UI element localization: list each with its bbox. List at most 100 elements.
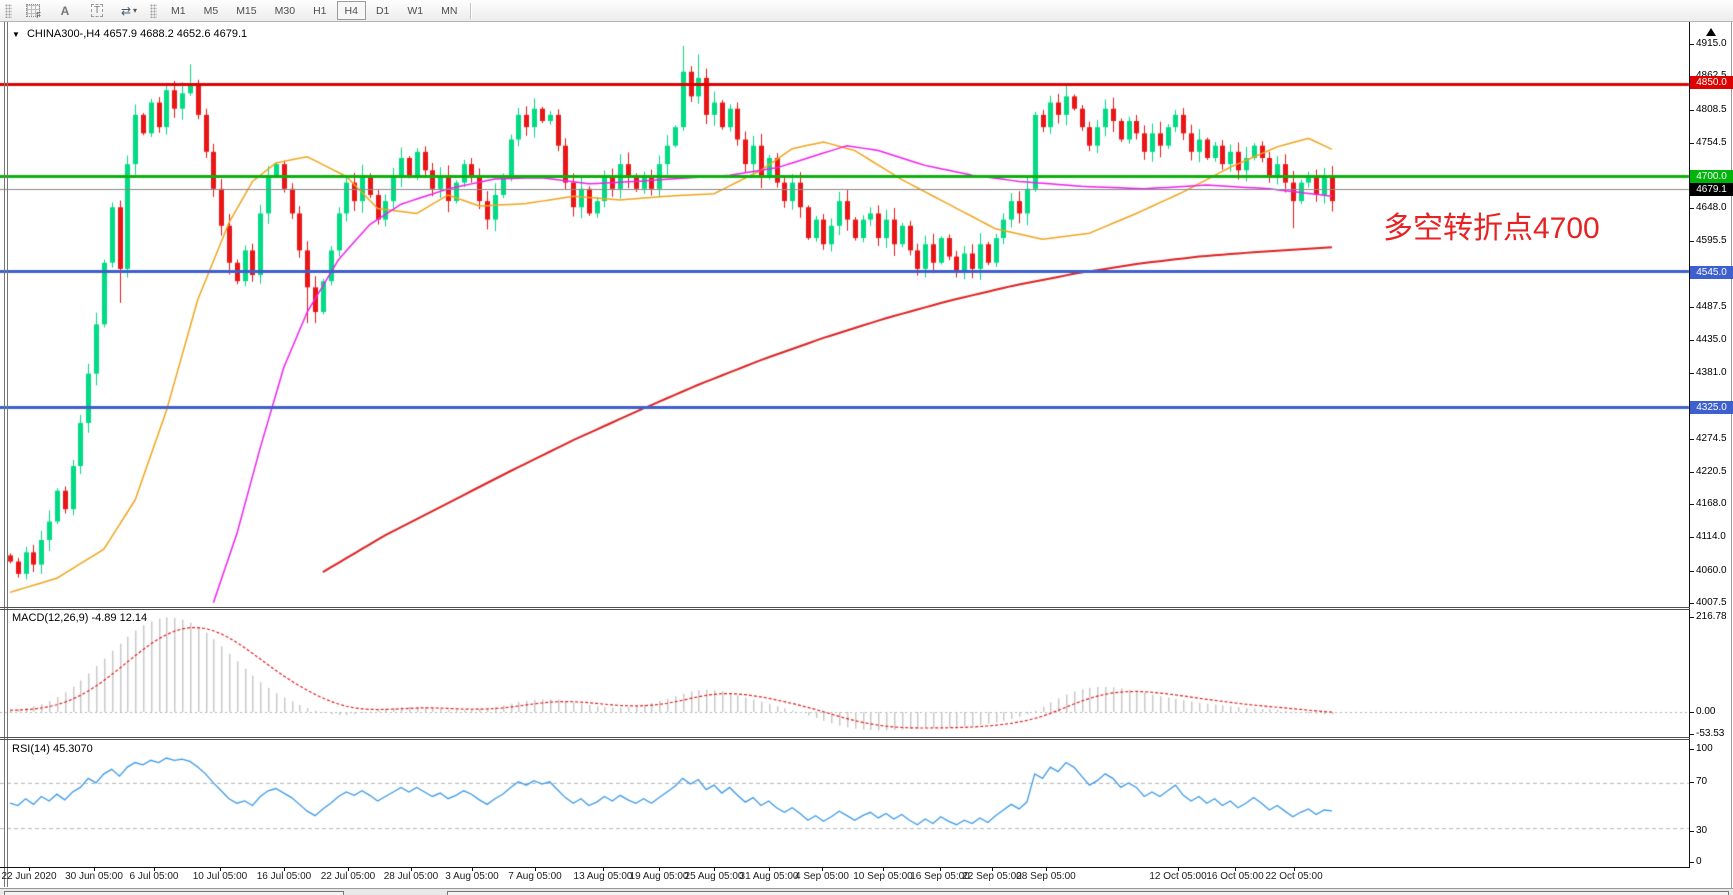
templates-grid-button[interactable]: F — [18, 1, 48, 21]
price-level-badge: 4679.1 — [1690, 182, 1733, 196]
axis-tick-mark — [1690, 537, 1694, 538]
axis-tick-mark — [1690, 373, 1694, 374]
axis-tick-label: 4114.0 — [1696, 531, 1726, 542]
main-macd-separator-bottom[interactable] — [0, 609, 1690, 610]
axis-tick-mark — [1690, 439, 1694, 440]
axis-tick-mark — [1690, 504, 1694, 505]
main-macd-separator-top[interactable] — [0, 607, 1690, 608]
rsi-indicator-label: RSI(14) 45.3070 — [12, 743, 93, 755]
date-tick-mark — [603, 868, 604, 871]
axis-tick-label: 4648.0 — [1696, 202, 1727, 213]
date-label: 30 Jun 05:00 — [65, 871, 123, 882]
time-axis-line — [0, 867, 1690, 868]
date-label: 4 Sep 05:00 — [795, 871, 849, 882]
axis-tick-mark — [1690, 617, 1694, 618]
date-tick-mark — [714, 868, 715, 871]
toolbar-grip-handle[interactable] — [5, 3, 12, 18]
axis-tick-label: 4435.0 — [1696, 334, 1727, 345]
date-tick-mark — [883, 868, 884, 871]
axis-tick-label: 0.00 — [1696, 706, 1716, 717]
date-label: 22 Sep 05:00 — [962, 871, 1022, 882]
date-label: 13 Aug 05:00 — [573, 871, 633, 882]
axis-tick-mark — [1690, 340, 1694, 341]
price-level-badge: 4850.0 — [1690, 75, 1733, 89]
timeframe-button-mn[interactable]: MN — [441, 4, 458, 17]
axis-tick-label: 30 — [1696, 825, 1708, 836]
date-tick-mark — [1294, 868, 1295, 871]
timeframe-button-m15[interactable]: M15 — [236, 4, 257, 17]
timeframe-button-w1[interactable]: W1 — [407, 4, 424, 17]
chart-left-border — [4, 22, 5, 887]
date-label: 10 Jul 05:00 — [192, 871, 248, 882]
date-tick-mark — [284, 868, 285, 871]
toolbar-separator — [470, 2, 473, 19]
chart-text-annotation[interactable]: 多空转折点4700 — [1383, 212, 1600, 245]
ohlc-values: 4657.9 4688.2 4652.6 4679.1 — [103, 28, 248, 40]
date-label: 3 Aug 05:00 — [445, 871, 499, 882]
axis-tick-label: 4595.5 — [1696, 235, 1727, 246]
date-tick-mark — [1235, 868, 1236, 871]
grid-icon: F — [26, 4, 41, 20]
date-tick-mark — [940, 868, 941, 871]
price-level-badge: 4545.0 — [1690, 265, 1733, 279]
bottom-tab-left[interactable] — [4, 891, 344, 895]
date-label: 25 Aug 05:00 — [684, 871, 744, 882]
date-tick-mark — [769, 868, 770, 871]
date-tick-mark — [154, 868, 155, 871]
axis-tick-label: 100 — [1696, 743, 1713, 754]
axis-tick-mark — [1690, 472, 1694, 473]
date-label: 6 Jul 05:00 — [129, 871, 179, 882]
axis-tick-mark — [1690, 208, 1694, 209]
date-tick-mark — [411, 868, 412, 871]
price-level-badge: 4325.0 — [1690, 400, 1733, 414]
chart-shift-icon[interactable] — [1706, 28, 1716, 36]
macd-rsi-separator-bottom[interactable] — [0, 739, 1690, 740]
price-level-badge: 4700.0 — [1690, 169, 1733, 183]
timeframe-button-d1[interactable]: D1 — [375, 4, 390, 17]
date-label: 16 Sep 05:00 — [910, 871, 970, 882]
bottom-tab-right[interactable] — [447, 891, 1729, 895]
timeframe-button-m30[interactable]: M30 — [274, 4, 296, 17]
toolbar-grip-handle-2[interactable] — [150, 3, 157, 18]
arrows-icon: ⇄ — [120, 3, 131, 18]
timeframe-button-h4[interactable]: H4 — [336, 1, 366, 20]
date-label: 28 Jul 05:00 — [383, 871, 439, 882]
cursor-tools-button[interactable]: ⇄ ▾ — [114, 1, 144, 21]
text-label-button[interactable]: T — [82, 1, 112, 21]
symbol-ohlc-line: ▼ CHINA300-,H4 4657.9 4688.2 4652.6 4679… — [12, 28, 247, 40]
symbol-label: CHINA300-,H4 — [26, 28, 101, 40]
axis-tick-mark — [1690, 603, 1694, 604]
axis-tick-label: 4274.5 — [1696, 433, 1727, 444]
timeframe-button-h1[interactable]: H1 — [313, 4, 327, 17]
axis-tick-mark — [1690, 143, 1694, 144]
axis-tick-mark — [1690, 712, 1694, 713]
toolbar: F A T ⇄ ▾ M1 M5 M15 M30 H1 H4 D1 W1 MN — [0, 0, 1733, 22]
date-label: 7 Aug 05:00 — [508, 871, 562, 882]
letter-a-icon: A — [60, 3, 70, 18]
macd-rsi-separator-top[interactable] — [0, 737, 1690, 738]
axis-tick-mark — [1690, 734, 1694, 735]
date-tick-mark — [29, 868, 30, 871]
date-tick-mark — [220, 868, 221, 871]
axis-tick-label: 4007.5 — [1696, 597, 1727, 608]
timeframe-button-m5[interactable]: M5 — [203, 4, 219, 17]
date-label: 19 Aug 05:00 — [629, 871, 689, 882]
date-tick-mark — [992, 868, 993, 871]
axis-tick-mark — [1690, 862, 1694, 863]
timeframe-button-m1[interactable]: M1 — [171, 4, 186, 17]
macd-indicator-label: MACD(12,26,9) -4.89 12.14 — [12, 612, 148, 624]
date-label: 22 Jun 2020 — [1, 871, 57, 882]
date-tick-mark — [94, 868, 95, 871]
symbol-dropdown-icon[interactable]: ▼ — [12, 30, 20, 39]
date-label: 31 Aug 05:00 — [739, 871, 799, 882]
date-tick-mark — [1046, 868, 1047, 871]
text-annotation-button[interactable]: A — [50, 1, 80, 21]
date-label: 10 Sep 05:00 — [853, 871, 913, 882]
date-label: 16 Oct 05:00 — [1206, 871, 1264, 882]
letter-t-icon: T — [90, 4, 104, 17]
date-tick-mark — [1178, 868, 1179, 871]
axis-tick-label: 4220.5 — [1696, 466, 1727, 477]
date-tick-mark — [535, 868, 536, 871]
axis-tick-label: 0 — [1696, 856, 1702, 867]
